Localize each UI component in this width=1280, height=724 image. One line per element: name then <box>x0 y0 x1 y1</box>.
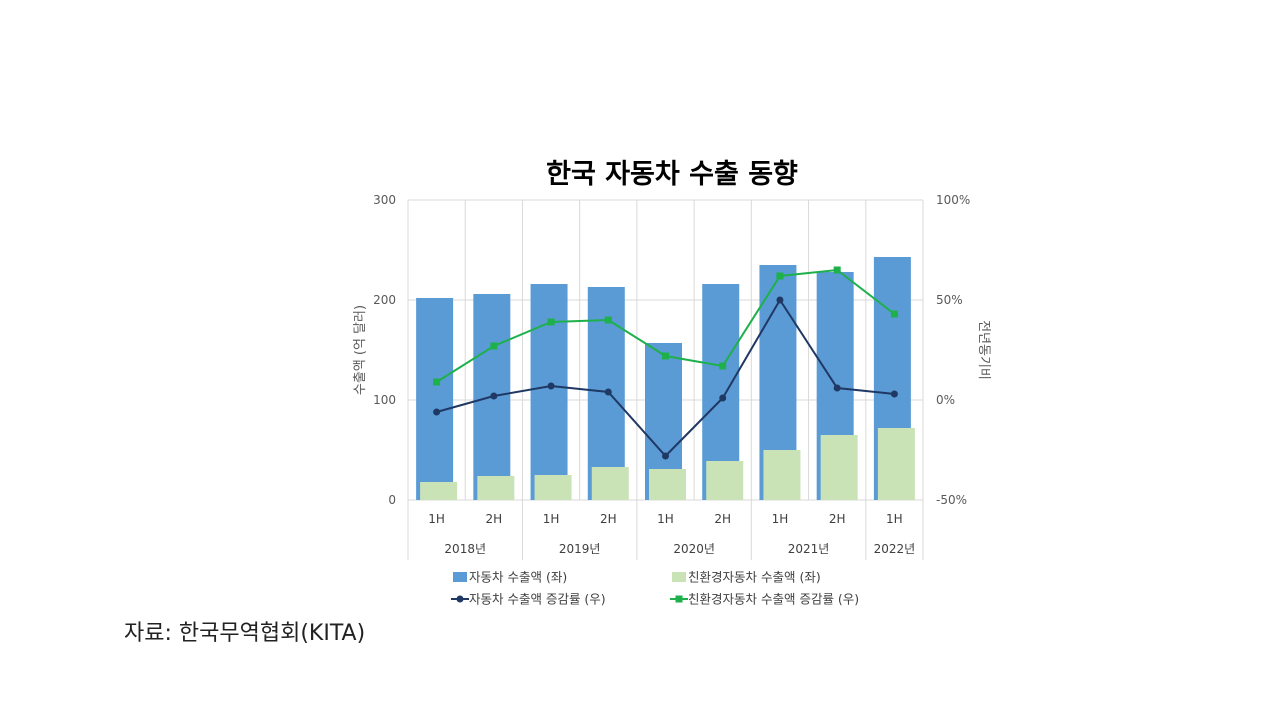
y-axis-right-tick-label: 0% <box>936 393 955 407</box>
x-axis-group-label: 2021년 <box>788 542 830 556</box>
bar-eco-auto-export <box>591 467 629 500</box>
bar-eco-auto-export <box>763 450 801 500</box>
bar-auto-export <box>416 298 454 500</box>
x-axis-tick-label: 2H <box>829 512 846 526</box>
bar-eco-auto-export <box>477 476 515 500</box>
x-axis-group-label: 2018년 <box>444 542 486 556</box>
legend-swatch <box>672 572 686 582</box>
point-eco-export-growth <box>547 318 555 326</box>
point-auto-export-growth <box>776 296 784 304</box>
bar-eco-auto-export <box>820 435 858 500</box>
point-eco-export-growth <box>719 362 727 370</box>
point-auto-export-growth <box>547 382 555 390</box>
bar-eco-auto-export <box>706 461 744 500</box>
point-eco-export-growth <box>662 352 669 360</box>
y-axis-right-tick-label: 50% <box>936 293 963 307</box>
x-axis-tick-label: 1H <box>543 512 560 526</box>
bar-eco-auto-export <box>877 428 915 500</box>
bar-eco-auto-export <box>649 469 686 500</box>
y-axis-left-tick-label: 300 <box>373 193 396 207</box>
point-eco-export-growth <box>833 266 841 274</box>
point-auto-export-growth <box>433 408 441 416</box>
legend-label: 자동차 수출액 증감률 (우) <box>469 592 606 607</box>
x-axis-tick-label: 1H <box>772 512 789 526</box>
legend-marker <box>675 595 683 603</box>
y-axis-right-tick-label: 100% <box>936 193 970 207</box>
legend-label: 친환경자동차 수출액 (좌) <box>688 570 821 585</box>
bar-auto-export <box>530 284 568 500</box>
x-axis-group-label: 2022년 <box>874 542 916 556</box>
y-axis-left-label: 수출액 (억 달러) <box>353 305 368 395</box>
y-axis-left-tick-label: 0 <box>388 493 396 507</box>
point-eco-export-growth <box>604 316 612 324</box>
legend-label: 친환경자동차 수출액 증감률 (우) <box>688 592 859 607</box>
source-note: 자료: 한국무역협회(KITA) <box>124 621 366 646</box>
point-auto-export-growth <box>890 390 898 398</box>
x-axis-tick-label: 1H <box>886 512 903 526</box>
point-auto-export-growth <box>604 388 612 396</box>
legend-label: 자동차 수출액 (좌) <box>469 570 567 585</box>
x-axis-tick-label: 2H <box>485 512 502 526</box>
x-axis-tick-label: 1H <box>428 512 445 526</box>
point-eco-export-growth <box>890 310 898 318</box>
x-axis-group-label: 2019년 <box>559 542 601 556</box>
chart-title: 한국 자동차 수출 동향 <box>546 159 798 190</box>
y-axis-right-label: 전년동기비 <box>976 320 991 380</box>
point-auto-export-growth <box>833 384 841 392</box>
point-auto-export-growth <box>662 452 669 460</box>
x-axis-tick-label: 1H <box>657 512 674 526</box>
point-auto-export-growth <box>490 392 498 400</box>
x-axis-group-label: 2020년 <box>673 542 715 556</box>
legend-swatch <box>453 572 467 582</box>
y-axis-right-tick-label: -50% <box>936 493 967 507</box>
point-eco-export-growth <box>776 272 784 280</box>
bar-eco-auto-export <box>420 482 458 500</box>
x-axis-tick-label: 2H <box>600 512 617 526</box>
point-auto-export-growth <box>719 394 727 402</box>
point-eco-export-growth <box>433 378 441 386</box>
y-axis-left-tick-label: 200 <box>373 293 396 307</box>
legend-marker <box>456 595 464 603</box>
point-eco-export-growth <box>490 342 498 350</box>
bar-eco-auto-export <box>534 475 572 500</box>
x-axis-tick-label: 2H <box>714 512 731 526</box>
y-axis-left-tick-label: 100 <box>373 393 396 407</box>
